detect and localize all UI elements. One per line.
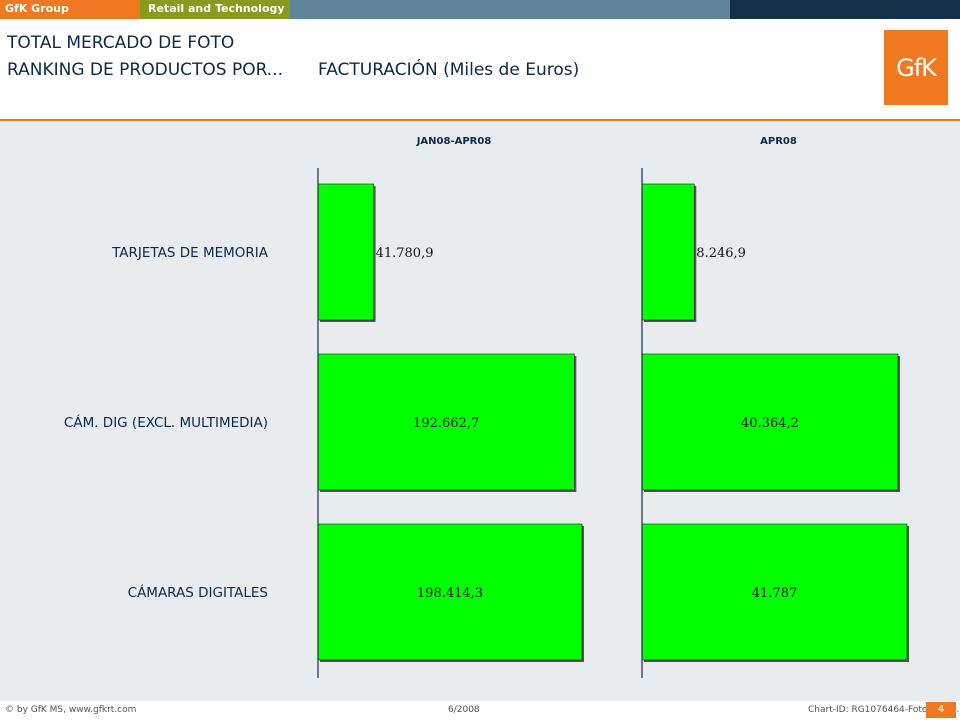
bar-value-label: 192.662,7 xyxy=(413,416,479,431)
bar xyxy=(317,183,374,321)
bar xyxy=(641,523,908,661)
bar xyxy=(317,523,583,661)
bar-value-label: 40.364,2 xyxy=(741,416,799,431)
division-label: Retail and Technology xyxy=(148,2,285,15)
group-label: GfK Group xyxy=(5,2,69,15)
bar-value-label: 198.414,3 xyxy=(417,586,483,601)
bar-value-label: 8.246,9 xyxy=(696,246,746,261)
page-subtitle-metric: FACTURACIÓN (Miles de Euros) xyxy=(318,60,580,80)
page-title: TOTAL MERCADO DE FOTO xyxy=(7,33,235,53)
page-subtitle-ranking: RANKING DE PRODUCTOS POR... xyxy=(7,60,284,80)
top-bar-division-segment: Retail and Technology xyxy=(140,0,290,19)
header-divider xyxy=(0,119,960,121)
footer-copyright: © by GfK MS, www.gfkrt.com xyxy=(5,705,137,715)
panel-title: APR08 xyxy=(760,136,797,147)
logo-text: GfK xyxy=(896,53,937,82)
category-label: CÁMARAS DIGITALES xyxy=(128,584,268,601)
top-bar-segment-4 xyxy=(730,0,960,19)
footer: © by GfK MS, www.gfkrt.com 6/2008 Chart-… xyxy=(0,701,960,720)
bar xyxy=(317,353,575,491)
top-bar-group-segment: GfK Group xyxy=(0,0,140,19)
top-bar-segment-3 xyxy=(290,0,730,19)
bar-value-label: 41.780,9 xyxy=(376,246,434,261)
gfk-logo: GfK xyxy=(884,30,948,105)
bar xyxy=(641,183,695,321)
bar xyxy=(641,353,899,491)
category-label: CÁM. DIG (EXCL. MULTIMEDIA) xyxy=(64,414,268,431)
top-bar: GfK Group Retail and Technology xyxy=(0,0,960,19)
panel-title: JAN08-APR08 xyxy=(416,136,492,147)
footer-date: 6/2008 xyxy=(448,705,480,715)
category-label: TARJETAS DE MEMORIA xyxy=(111,245,269,261)
page-number: 4 xyxy=(926,702,956,718)
footer-chart-id: Chart-ID: RG1076464-Foto Cam... xyxy=(808,705,960,715)
bar-value-label: 41.787 xyxy=(752,586,798,601)
